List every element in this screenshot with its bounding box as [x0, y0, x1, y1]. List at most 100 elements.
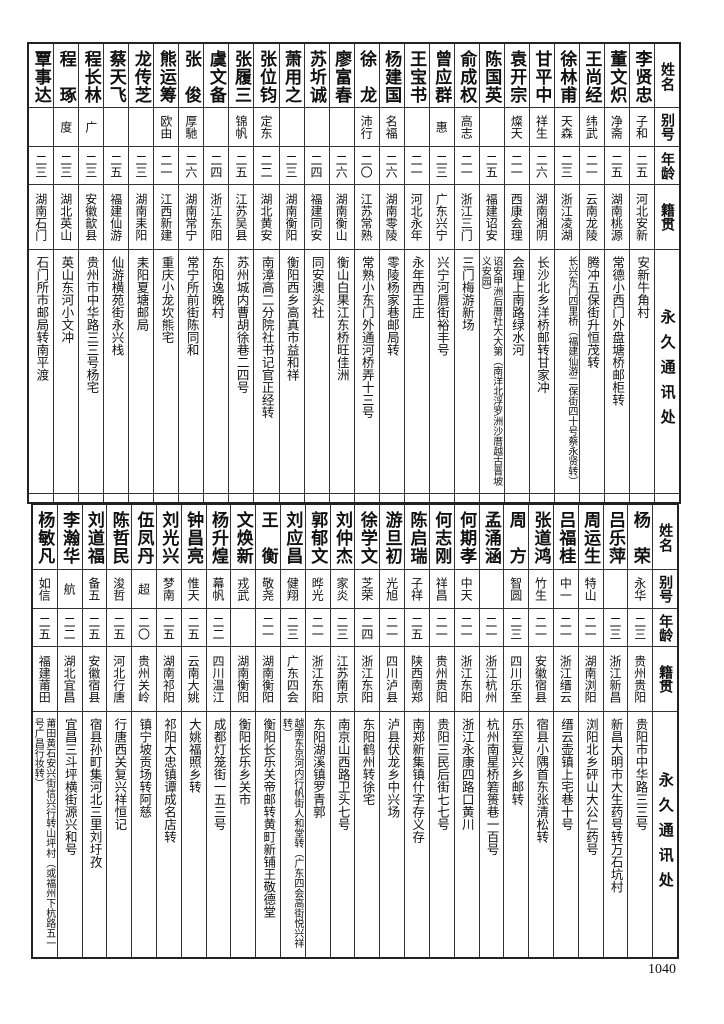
person-alias: 高志: [454, 108, 479, 147]
header-alias: 别号: [654, 108, 679, 147]
person-address: 同安澳头社: [304, 250, 329, 494]
divider-strip: [330, 494, 354, 502]
person-name: 刘仲杰: [330, 505, 355, 570]
person-alias: 天森: [554, 108, 579, 147]
person-age: 二五: [405, 609, 429, 647]
person-native-place: 河北永年: [404, 185, 429, 250]
person-alias: 永华: [628, 570, 653, 609]
person-age: 二三: [79, 147, 104, 185]
divider-strip: [455, 494, 479, 502]
person-name: 萧用之: [279, 44, 304, 108]
person-native-place: 四川乐至: [504, 647, 529, 712]
person-record: 蔡天飞 二五 福建仙游 仙游横苑街永兴栈: [103, 44, 129, 502]
person-age: 二三: [129, 147, 154, 185]
person-native-place: 湖南湘阴: [529, 185, 554, 250]
person-alias: 子祥: [405, 570, 429, 609]
person-age: 二四: [204, 147, 229, 185]
person-age: 二一: [454, 609, 479, 647]
person-alias: [304, 108, 329, 147]
person-record: 李贤忠 子和 二五 河北安新 安新牛角村: [628, 44, 654, 502]
person-native-place: 云南大姚: [181, 647, 206, 712]
person-native-place: 湖南衡阳: [256, 647, 280, 712]
person-native-place: 安徽宿县: [82, 647, 107, 712]
person-record: 何期孝 中天 二一 浙江东阳 浙江永康四路口黄川: [453, 505, 479, 957]
header-alias: 别号: [653, 570, 677, 609]
person-record: 苏圻诚 二四 福建同安 同安澳头社: [303, 44, 329, 502]
person-record: 陈哲民 浚哲 二五 河北行唐 行唐西关复兴祥恒记: [106, 505, 132, 957]
person-alias: 名福: [379, 108, 404, 147]
person-native-place: 福建莆田: [32, 647, 57, 712]
person-native-place: 湖南浏阳: [578, 647, 603, 712]
person-alias: 晔光: [305, 570, 330, 609]
person-native-place: 浙江杭州: [479, 647, 504, 712]
person-record: 杨敏凡 如信 二五 福建莆田 莆田黄石安兴街信兴行转山坪村（或福州下杭路五一号广昌行妆转…: [32, 505, 57, 957]
person-address: 宿县孙町集河北三里刘圩孜: [87, 718, 103, 868]
person-alias: 敬尧: [256, 570, 280, 609]
person-name: 廖富春: [329, 44, 354, 108]
person-age: 二三: [504, 609, 529, 647]
person-native-place: 四川泸县: [380, 647, 405, 712]
divider-strip: [280, 494, 304, 502]
person-native-place: 浙江凌湖: [554, 185, 579, 250]
person-alias: 特山: [578, 570, 603, 609]
person-age: 二二: [206, 609, 231, 647]
person-address: 莆田黄石安兴街信兴行转山坪村（或福州下杭路五一号广昌行妆转）: [32, 718, 55, 948]
person-name: 陈国英: [479, 44, 504, 108]
person-address: 常熟小东门外通河桥弄十三号: [354, 250, 379, 494]
person-name: 刘道福: [82, 505, 107, 570]
divider-strip: [104, 494, 128, 502]
person-address: 南京山西路卫头七号: [335, 718, 351, 831]
person-age: 二三: [603, 609, 628, 647]
divider-strip: [630, 494, 654, 502]
person-age: 二五: [181, 609, 206, 647]
person-address: 祁阳大忠镇谭成名店转: [162, 718, 178, 843]
person-alias: 度: [54, 108, 79, 147]
person-alias: 幕帆: [206, 570, 231, 609]
person-native-place: 云南龙陵: [579, 185, 604, 250]
person-address: 贵阳三民后街七七号: [434, 718, 450, 831]
person-native-place: 河北安新: [629, 185, 654, 250]
person-native-place: 湖北宜昌: [57, 647, 82, 712]
header-age: 年龄: [654, 147, 679, 185]
person-native-place: 湖南零陵: [379, 185, 404, 250]
person-name: 覃事达: [29, 44, 54, 108]
person-name: 甘平中: [529, 44, 554, 108]
person-alias: 子和: [629, 108, 654, 147]
person-alias: 智圆: [504, 570, 529, 609]
header-age: 年龄: [653, 609, 677, 647]
person-age: 二六: [379, 147, 404, 185]
person-name: 杨 荣: [628, 505, 653, 570]
person-alias: 纬武: [579, 108, 604, 147]
person-alias: 净斋: [604, 108, 629, 147]
person-name: 周运生: [578, 505, 603, 570]
divider-strip: [605, 494, 629, 502]
divider-strip: [54, 494, 78, 502]
person-record: 张 俊厚馳 二六 湖南常宁 常宁所前街陈同和: [178, 44, 204, 502]
person-age: 二一: [553, 609, 578, 647]
person-native-place: 湖南衡阳: [279, 185, 304, 250]
person-record: 游旦初 光旭 二一 四川泸县 泸县伏龙乡中兴场: [379, 505, 405, 957]
divider-strip: [29, 494, 53, 502]
person-record: 曾应群惠二三 广东兴宁 兴宁河唇街裕丰号: [428, 44, 454, 502]
person-alias: 戎武: [231, 570, 256, 609]
person-alias: 光旭: [380, 570, 405, 609]
header-column: 姓名 别号 年龄 籍贯 永久通讯处: [653, 44, 679, 502]
person-native-place: 广东四会: [281, 647, 305, 712]
person-name: 蔡天飞: [104, 44, 129, 108]
person-record: 吕乐萍 二三 浙江新昌 新昌大明市大生药号转万石坑村: [602, 505, 628, 957]
divider-strip: [305, 494, 329, 502]
person-record: 徐林甫 天森 二三 浙江凌湖 长兴东门四里桥（福建仙游二保街四十号蔡永贤转）: [553, 44, 579, 502]
person-name: 李贤忠: [629, 44, 654, 108]
person-alias: 竹生: [529, 570, 553, 609]
person-alias: [603, 570, 628, 609]
person-name: 徐林甫: [554, 44, 579, 108]
person-address: 会理上南路绿水河: [504, 250, 529, 494]
person-alias: 厚馳: [179, 108, 204, 147]
person-native-place: 江西新建: [154, 185, 179, 250]
person-alias: [29, 108, 54, 147]
person-alias: 中天: [454, 570, 479, 609]
divider-strip: [505, 494, 529, 502]
person-name: 王宝书: [404, 44, 429, 108]
person-address: 成都灯笼街一五三号: [211, 718, 227, 831]
person-record: 徐学文 芝荣 二四 浙江东阳 东阳鹤州转徐宅: [354, 505, 380, 957]
